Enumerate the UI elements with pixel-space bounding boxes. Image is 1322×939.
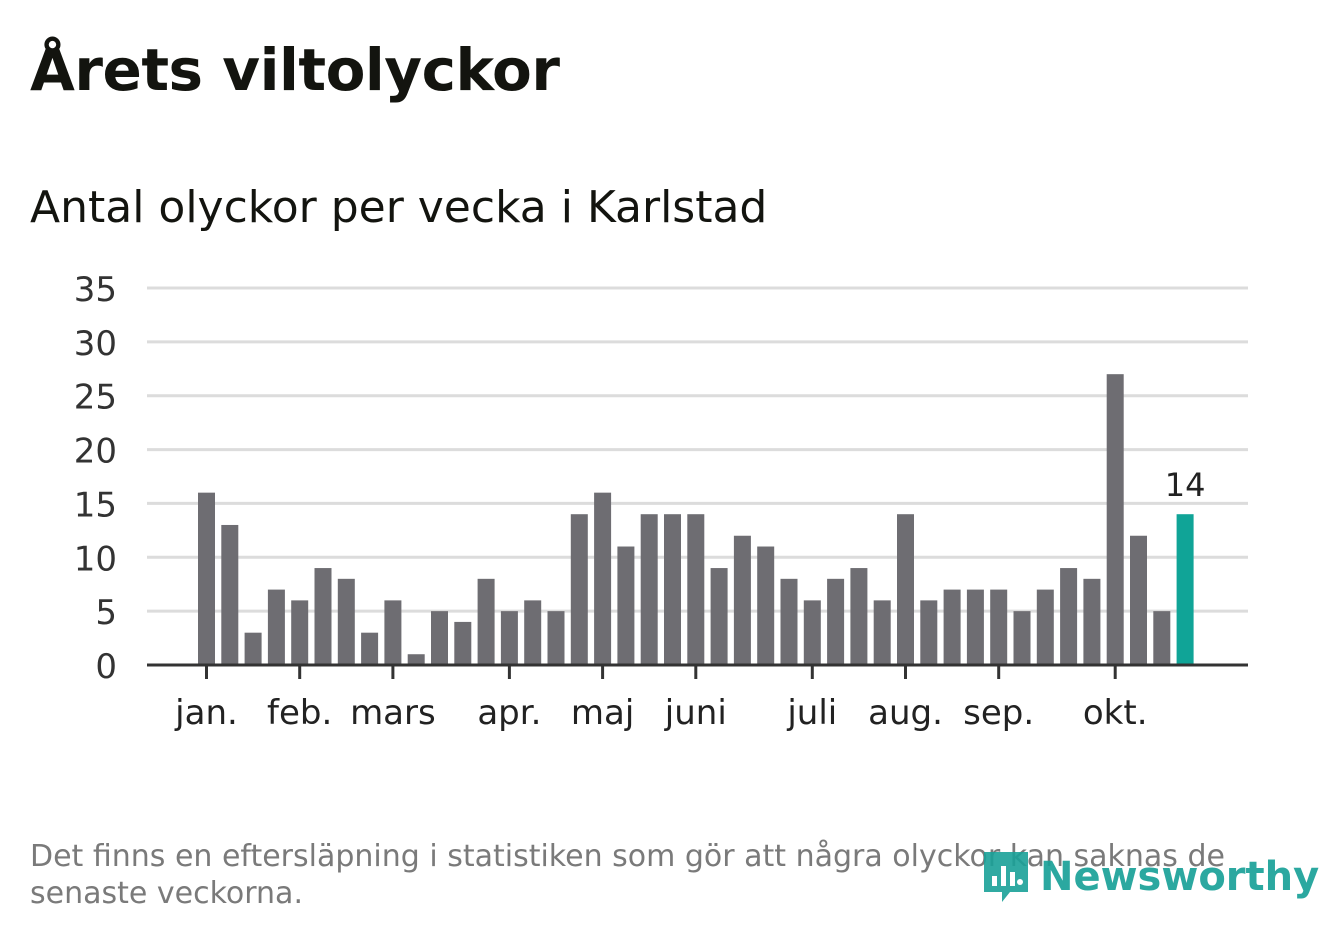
bar: [477, 578, 495, 665]
y-tick-label: 10: [74, 539, 117, 579]
newsworthy-logo: Newsworthy: [980, 848, 1319, 906]
bar: [897, 514, 914, 665]
x-tick-label: apr.: [477, 693, 541, 733]
x-tick-label: juni: [664, 693, 727, 733]
bar: [827, 578, 845, 665]
bar-latest-week: [1176, 514, 1194, 665]
bar: [314, 568, 332, 665]
bar: [873, 600, 891, 665]
bars: [198, 374, 1194, 665]
bar: [384, 600, 402, 665]
x-tick-label: maj: [571, 693, 634, 733]
bar: [198, 492, 215, 665]
y-axis-ticks: 0 5 10 15 20 25 30 35: [74, 270, 117, 687]
y-tick-label: 35: [74, 270, 117, 310]
bar: [291, 600, 309, 665]
x-tick-label: feb.: [267, 693, 332, 733]
bar: [943, 589, 961, 665]
newsworthy-chart-icon: [984, 852, 1028, 902]
logo-text: Newsworthy: [1040, 854, 1320, 900]
bar-chart: 0 5 10 15 20 25 30 35 jan. feb. mars apr. maj juni ju…: [74, 270, 1248, 733]
bar: [570, 514, 588, 665]
chart-title: Årets viltolyckor: [30, 36, 560, 104]
y-tick-label: 0: [95, 647, 117, 687]
bar: [1153, 611, 1171, 665]
bar: [1083, 578, 1101, 665]
chart-subtitle: Antal olyckor per vecka i Karlstad: [30, 182, 768, 233]
y-tick-label: 20: [74, 432, 117, 472]
bar: [780, 578, 798, 665]
x-axis-month-labels: jan. feb. mars apr. maj juni juli aug. sep. okt.: [174, 665, 1148, 733]
bar: [267, 589, 285, 665]
y-tick-label: 5: [95, 593, 117, 633]
bar: [617, 546, 635, 665]
bar: [221, 524, 239, 665]
bar: [1060, 568, 1078, 665]
bar: [640, 514, 658, 665]
bar: [1130, 535, 1147, 665]
x-tick-label: aug.: [868, 693, 943, 733]
bar: [687, 514, 705, 665]
bar: [1036, 589, 1054, 665]
bar: [407, 654, 425, 665]
bar: [1106, 374, 1124, 665]
x-tick-label: mars: [350, 693, 436, 733]
y-tick-label: 15: [74, 485, 117, 525]
bar: [733, 535, 751, 665]
bar: [431, 611, 448, 665]
bar: [500, 611, 518, 665]
bar: [803, 600, 821, 665]
bar: [1013, 611, 1031, 665]
y-tick-label: 25: [74, 378, 117, 418]
bar: [337, 578, 355, 665]
bar: [244, 632, 262, 665]
x-tick-label: sep.: [963, 693, 1034, 733]
bar: [920, 600, 938, 665]
x-tick-label: okt.: [1083, 693, 1148, 733]
x-tick-label: jan.: [174, 693, 238, 733]
bar: [361, 632, 379, 665]
bar: [850, 568, 868, 665]
bar: [664, 514, 681, 665]
bar: [454, 621, 472, 665]
bar: [757, 546, 775, 665]
bar: [710, 568, 728, 665]
bar: [524, 600, 542, 665]
bar: [990, 589, 1008, 665]
x-tick-label: juli: [786, 693, 837, 733]
y-tick-label: 30: [74, 324, 117, 364]
bar: [547, 611, 565, 665]
bar: [966, 589, 984, 665]
data-label-latest: 14: [1165, 466, 1206, 504]
bar: [594, 492, 612, 665]
data-labels: 14: [1165, 466, 1206, 504]
